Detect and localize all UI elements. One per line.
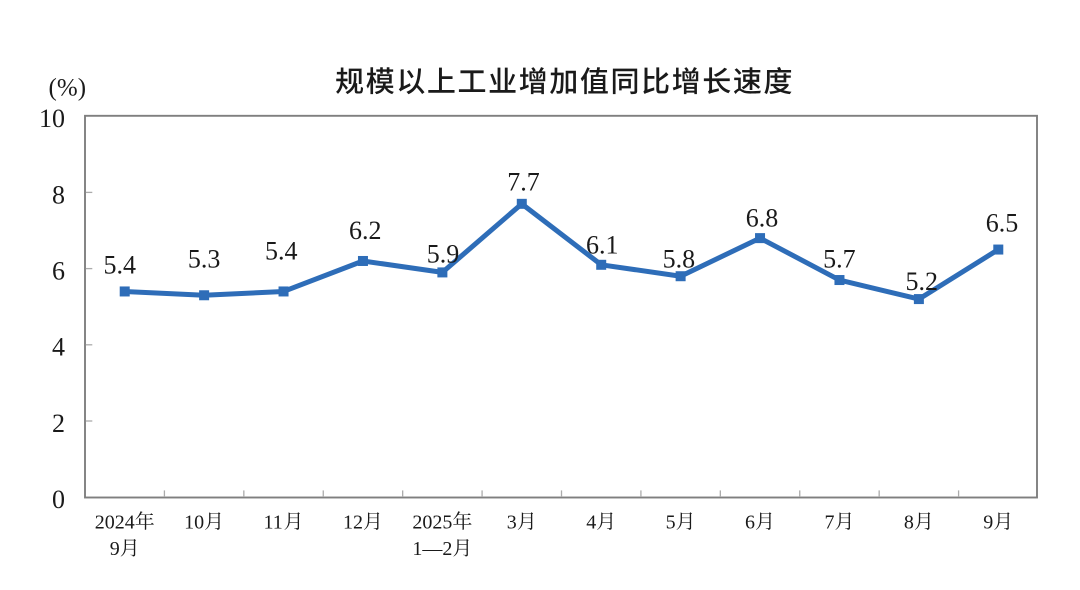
svg-text:4: 4 [586,511,596,533]
svg-text:6.5: 6.5 [986,209,1019,238]
svg-text:(%): (%) [49,75,86,102]
svg-text:6.1: 6.1 [586,230,619,259]
svg-text:8: 8 [904,511,914,533]
svg-text:1—2: 1—2 [412,538,452,560]
svg-text:7: 7 [824,511,834,533]
svg-text:0: 0 [52,485,65,514]
svg-text:5.2: 5.2 [906,267,939,296]
svg-text:9: 9 [110,538,120,560]
svg-text:8: 8 [52,180,65,209]
svg-text:2024: 2024 [95,511,135,533]
svg-text:10: 10 [184,511,204,533]
svg-text:6.8: 6.8 [746,203,779,232]
svg-text:7.7: 7.7 [507,167,540,196]
svg-text:5.3: 5.3 [188,244,221,273]
svg-text:6.2: 6.2 [349,216,382,245]
svg-text:6: 6 [52,257,65,286]
svg-text:11: 11 [264,511,283,533]
svg-text:5.4: 5.4 [103,251,136,280]
svg-text:2025: 2025 [412,511,452,533]
svg-text:4: 4 [52,333,65,362]
svg-text:10: 10 [39,104,65,133]
svg-text:5.4: 5.4 [265,236,298,265]
svg-text:9: 9 [983,511,993,533]
svg-text:5.9: 5.9 [427,240,460,269]
svg-text:5.8: 5.8 [663,244,696,273]
svg-text:5: 5 [666,511,676,533]
svg-text:12: 12 [343,511,363,533]
svg-text:5.7: 5.7 [823,244,856,273]
svg-text:6: 6 [745,511,755,533]
svg-text:3: 3 [507,511,517,533]
svg-text:2: 2 [52,409,65,438]
